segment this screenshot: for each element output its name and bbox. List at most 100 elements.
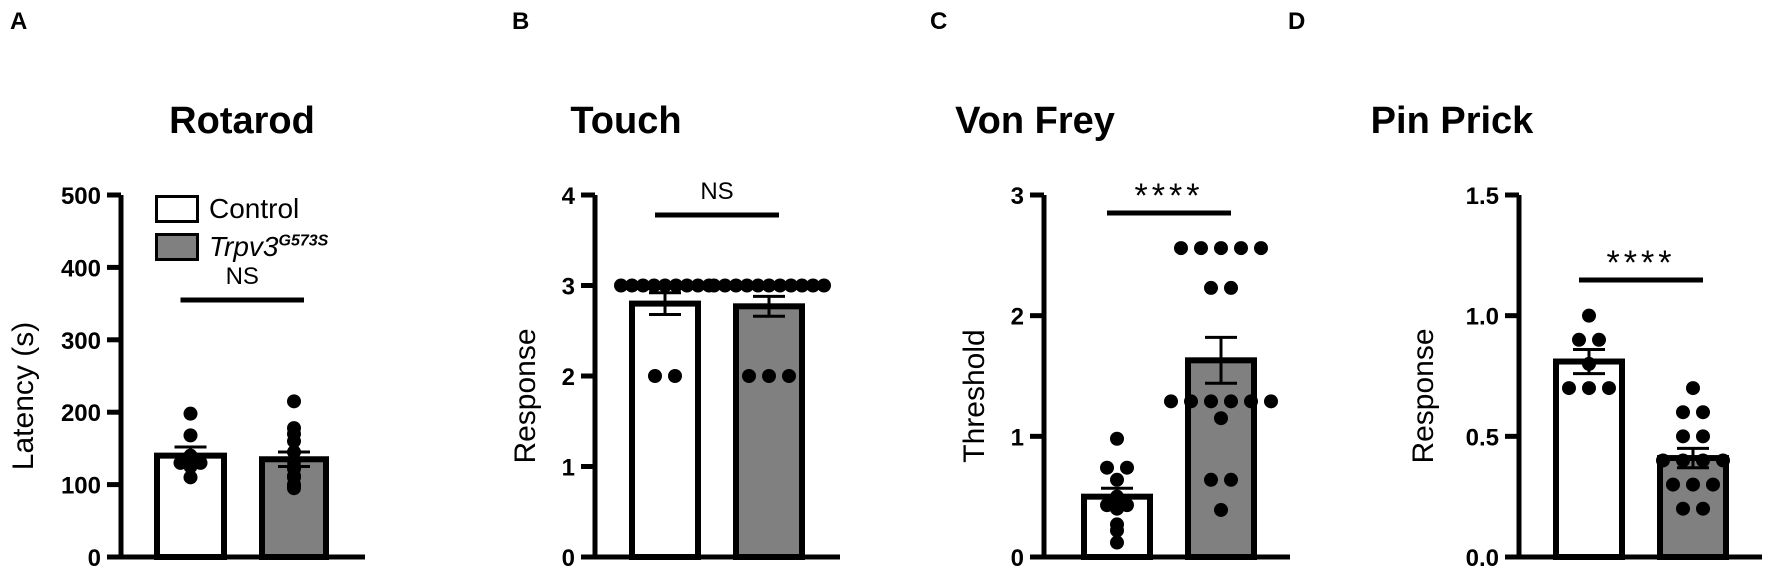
data-point: [1100, 460, 1114, 475]
data-point: [1656, 453, 1670, 468]
data-point: [1184, 394, 1198, 409]
plot-area: 0.0 0.5 1.0 1.5 Response ****: [1407, 183, 1762, 572]
y-tick-label: 300: [61, 328, 101, 355]
data-point: [784, 278, 798, 293]
data-point: [806, 278, 820, 293]
legend-item-trpv3: Trpv3G573S: [155, 228, 328, 266]
data-point: [795, 278, 809, 293]
data-point: [1110, 431, 1124, 446]
plot-area: 0 1 2 3 Threshold ****: [958, 177, 1290, 572]
data-point: [1110, 501, 1124, 516]
y-tick-label: 1: [1011, 424, 1024, 451]
y-tick-label: 1: [562, 455, 575, 482]
significance-label: NS: [700, 178, 733, 205]
data-point: [1224, 280, 1238, 295]
data-point: [1602, 381, 1616, 396]
bar-trpv3: [733, 303, 805, 560]
data-point: [691, 278, 705, 293]
data-point: [1214, 411, 1228, 426]
data-point: [287, 394, 301, 409]
y-tick-label: 0.0: [1466, 545, 1499, 572]
data-point: [1686, 477, 1700, 492]
chart-title: Von Frey: [955, 100, 1115, 142]
data-point: [1572, 332, 1586, 347]
legend-swatch-control: [155, 195, 199, 223]
panel-rotarod: A Rotarod Control Trpv3G573S 0 100 200 300 4…: [0, 0, 440, 572]
significance-label: NS: [226, 263, 259, 290]
significance-label: ****: [1135, 177, 1204, 215]
data-point: [1224, 394, 1238, 409]
data-point: [1110, 472, 1124, 487]
data-point: [1204, 394, 1218, 409]
chart-title: Rotarod: [169, 100, 315, 142]
data-point: [1110, 523, 1124, 538]
data-point: [680, 278, 694, 293]
data-point: [1110, 489, 1124, 504]
data-point: [183, 470, 198, 485]
significance-label: ****: [1607, 244, 1676, 282]
y-tick-label: 0: [1011, 545, 1024, 572]
data-point: [751, 278, 765, 293]
data-point: [1716, 453, 1730, 468]
data-point: [1676, 453, 1690, 468]
y-axis-label: Response: [509, 328, 542, 463]
y-axis-label: Response: [1407, 328, 1440, 463]
data-point: [1562, 381, 1576, 396]
data-point: [1676, 405, 1690, 420]
data-point: [1696, 453, 1710, 468]
data-point: [1214, 502, 1228, 517]
data-point: [762, 369, 776, 383]
panel-pin-prick: D Pin Prick 0.0 0.5 1.0 1.5 Response ****: [1288, 0, 1772, 572]
data-point: [1194, 241, 1208, 256]
y-tick-label: 2: [562, 364, 575, 391]
data-point: [1706, 477, 1720, 492]
plot-area: 0 1 2 3 4 Response NS: [509, 178, 840, 572]
data-point: [1174, 241, 1188, 256]
panel-letter: C: [930, 8, 948, 35]
data-point: [707, 278, 721, 293]
y-tick-label: 3: [562, 274, 575, 301]
panel-letter: D: [1288, 8, 1306, 35]
bar-trpv3: [1657, 455, 1729, 561]
y-tick-label: 500: [61, 183, 101, 210]
data-point: [647, 278, 661, 293]
y-tick-label: 400: [61, 255, 101, 282]
data-point: [1204, 280, 1218, 295]
legend: Control Trpv3G573S: [155, 190, 328, 266]
data-point: [1592, 332, 1606, 347]
panel-touch: B Touch 0 1 2 3 4 Response NS: [440, 0, 870, 572]
y-tick-label: 4: [562, 183, 576, 210]
data-point: [669, 278, 683, 293]
data-point: [636, 278, 650, 293]
data-point: [1696, 501, 1710, 516]
y-tick-label: 1.5: [1466, 183, 1499, 210]
data-point: [287, 434, 301, 449]
data-point: [1164, 394, 1178, 409]
data-point: [625, 278, 639, 293]
data-point: [817, 278, 831, 293]
data-point: [1254, 241, 1268, 256]
data-point: [183, 406, 198, 421]
data-point: [773, 278, 787, 293]
plot-area: 0 100 200 300 400 500 Latency (s) NS: [7, 183, 365, 572]
data-point: [1224, 472, 1238, 487]
data-point: [183, 428, 198, 443]
y-tick-label: 3: [1011, 183, 1024, 210]
panel-letter: B: [512, 8, 530, 35]
data-point: [1234, 241, 1248, 256]
legend-label: Control: [209, 193, 300, 224]
data-point: [1244, 394, 1258, 409]
data-point: [718, 278, 732, 293]
panel-von-frey: C Von Frey 0 1 2 3 Threshold ****: [870, 0, 1310, 572]
data-point: [1582, 356, 1596, 371]
y-axis-label: Threshold: [958, 329, 991, 462]
y-tick-label: 0: [562, 545, 575, 572]
panel-letter: A: [10, 8, 28, 35]
y-axis-label: Latency (s): [7, 322, 40, 470]
data-point: [287, 481, 301, 496]
data-point: [1120, 460, 1134, 475]
data-point: [1204, 472, 1218, 487]
data-point: [1696, 429, 1710, 444]
y-tick-label: 0.5: [1466, 424, 1499, 451]
data-point: [668, 369, 682, 383]
